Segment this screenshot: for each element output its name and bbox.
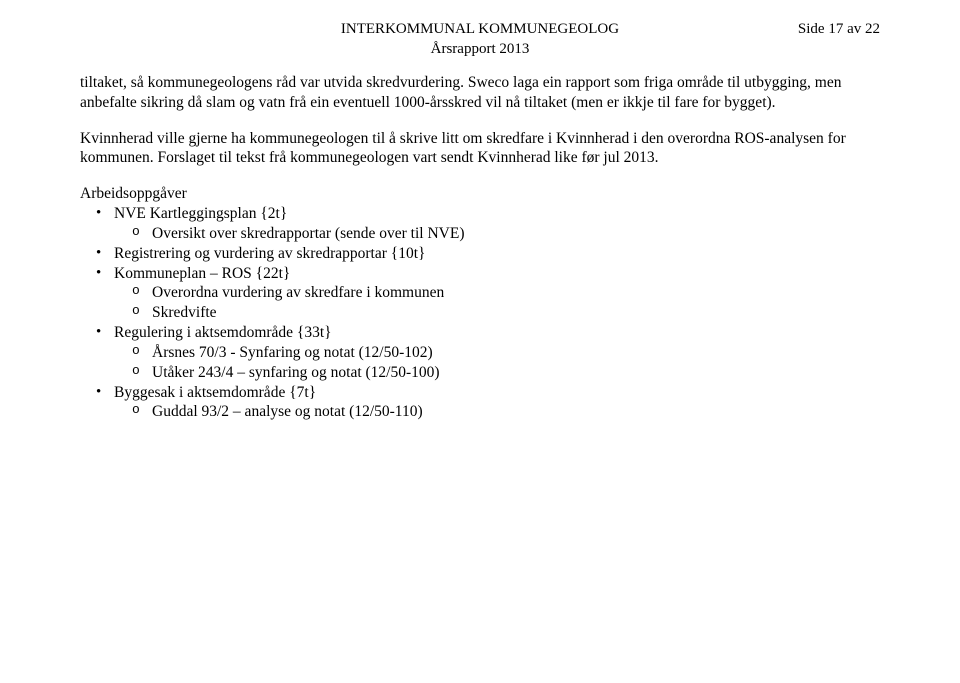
list-item-label: Regulering i aktsemdområde {33t} — [114, 324, 332, 341]
header-subtitle: Årsrapport 2013 — [341, 40, 619, 60]
list-item-label: Registrering og vurdering av skredrappor… — [114, 245, 425, 262]
sublist: Guddal 93/2 – analyse og notat (12/50-11… — [114, 402, 880, 422]
list-item: Kommuneplan – ROS {22t} Overordna vurder… — [114, 264, 880, 323]
sublist-item: Årsnes 70/3 - Synfaring og notat (12/50-… — [152, 343, 880, 363]
list-item-label: NVE Kartleggingsplan {2t} — [114, 205, 287, 222]
list-item: Registrering og vurdering av skredrappor… — [114, 244, 880, 264]
list-item: Byggesak i aktsemdområde {7t} Guddal 93/… — [114, 383, 880, 423]
paragraph-2: Kvinnherad ville gjerne ha kommunegeolog… — [80, 129, 880, 169]
sublist-item-label: Oversikt over skredrapportar (sende over… — [152, 225, 464, 242]
paragraph-1: tiltaket, så kommunegeologens råd var ut… — [80, 73, 880, 113]
sublist-item-label: Årsnes 70/3 - Synfaring og notat (12/50-… — [152, 344, 433, 361]
list-item: NVE Kartleggingsplan {2t} Oversikt over … — [114, 204, 880, 244]
sublist: Oversikt over skredrapportar (sende over… — [114, 224, 880, 244]
sublist: Årsnes 70/3 - Synfaring og notat (12/50-… — [114, 343, 880, 383]
header-center: INTERKOMMUNAL KOMMUNEGEOLOG Årsrapport 2… — [341, 20, 619, 59]
sublist-item-label: Guddal 93/2 – analyse og notat (12/50-11… — [152, 403, 423, 420]
sublist: Overordna vurdering av skredfare i kommu… — [114, 283, 880, 323]
tasks-list: NVE Kartleggingsplan {2t} Oversikt over … — [80, 204, 880, 422]
sublist-item-label: Utåker 243/4 – synfaring og notat (12/50… — [152, 364, 440, 381]
sublist-item: Guddal 93/2 – analyse og notat (12/50-11… — [152, 402, 880, 422]
header-title: INTERKOMMUNAL KOMMUNEGEOLOG — [341, 20, 619, 40]
sublist-item: Skredvifte — [152, 303, 880, 323]
page-header: INTERKOMMUNAL KOMMUNEGEOLOG Årsrapport 2… — [80, 20, 880, 59]
sublist-item: Oversikt over skredrapportar (sende over… — [152, 224, 880, 244]
document-page: INTERKOMMUNAL KOMMUNEGEOLOG Årsrapport 2… — [0, 0, 960, 442]
page-number: Side 17 av 22 — [798, 20, 880, 40]
sublist-item: Utåker 243/4 – synfaring og notat (12/50… — [152, 363, 880, 383]
list-item: Regulering i aktsemdområde {33t} Årsnes … — [114, 323, 880, 382]
sublist-item-label: Skredvifte — [152, 304, 217, 321]
list-item-label: Kommuneplan – ROS {22t} — [114, 265, 290, 282]
list-item-label: Byggesak i aktsemdområde {7t} — [114, 384, 316, 401]
tasks-title: Arbeidsoppgåver — [80, 184, 880, 204]
sublist-item-label: Overordna vurdering av skredfare i kommu… — [152, 284, 444, 301]
sublist-item: Overordna vurdering av skredfare i kommu… — [152, 283, 880, 303]
